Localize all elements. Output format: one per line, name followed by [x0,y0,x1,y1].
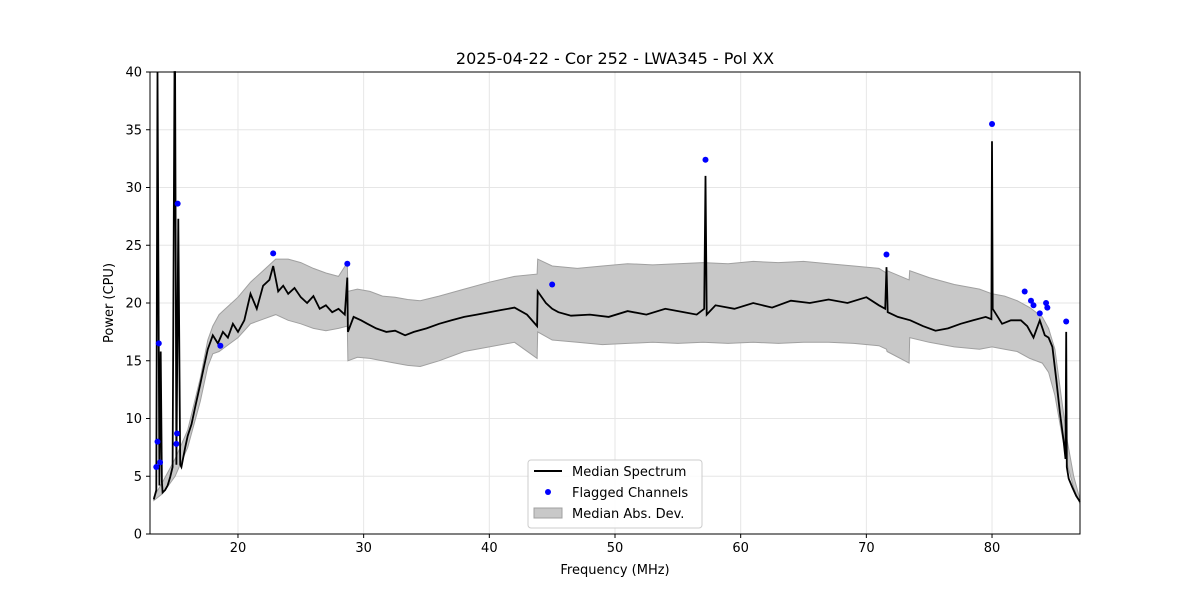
flagged-point-8 [270,250,277,257]
x-tick-label-5: 70 [858,541,875,556]
y-tick-label-3: 15 [125,354,142,369]
flagged-point-5 [174,430,181,437]
flagged-point-20 [1063,318,1070,325]
legend-flagged-swatch [545,489,551,495]
flagged-point-15 [1027,297,1034,304]
x-tick-label-6: 80 [984,541,1001,556]
y-tick-label-0: 0 [134,528,142,543]
flagged-point-9 [344,260,351,267]
flagged-point-0 [153,464,160,471]
y-tick-label-4: 20 [125,297,142,312]
legend-flagged-label: Flagged Channels [572,486,688,501]
flagged-point-11 [702,156,709,163]
flagged-channels-layer [153,120,1070,471]
flagged-point-10 [549,281,556,288]
flagged-point-18 [1043,300,1050,306]
y-tick-label-1: 5 [134,470,142,485]
y-axis-label: Power (CPU) [102,263,117,343]
flagged-point-13 [989,120,996,127]
legend-mad-label: Median Abs. Dev. [572,507,684,522]
flagged-point-2 [155,340,162,347]
x-tick-label-1: 30 [355,541,372,556]
flagged-point-3 [157,459,164,466]
flagged-point-7 [217,342,224,349]
y-tick-label-5: 25 [125,239,142,254]
x-tick-label-0: 20 [230,541,247,556]
flagged-point-6 [174,200,181,207]
median-spectrum-layer [152,71,1081,503]
flagged-point-19 [1044,304,1051,311]
flagged-point-14 [1021,288,1028,295]
legend: Median Spectrum Flagged Channels Median … [527,459,703,529]
flagged-point-12 [883,251,890,258]
flagged-point-4 [173,440,180,447]
x-tick-label-3: 50 [607,541,624,556]
x-tick-label-4: 60 [732,541,749,556]
flagged-point-16 [1030,302,1037,309]
x-axis-label: Frequency (MHz) [560,563,669,578]
legend-median-label: Median Spectrum [572,465,686,480]
chart-title: 2025-04-22 - Cor 252 - LWA345 - Pol XX [456,49,774,68]
x-tick-label-2: 40 [481,541,498,556]
flagged-point-17 [1036,310,1043,317]
median-spectrum-line [152,71,1081,503]
flagged-point-1 [154,438,161,445]
legend-mad-swatch [533,507,563,519]
axis-ticks: 20 30 40 50 60 70 80 0 5 10 15 20 25 30 35 40 [125,66,1000,557]
y-tick-label-8: 40 [125,66,142,81]
y-tick-label-2: 10 [125,412,142,427]
legend-frame [527,459,703,529]
y-tick-label-7: 35 [125,123,142,138]
y-tick-label-6: 30 [125,181,142,196]
